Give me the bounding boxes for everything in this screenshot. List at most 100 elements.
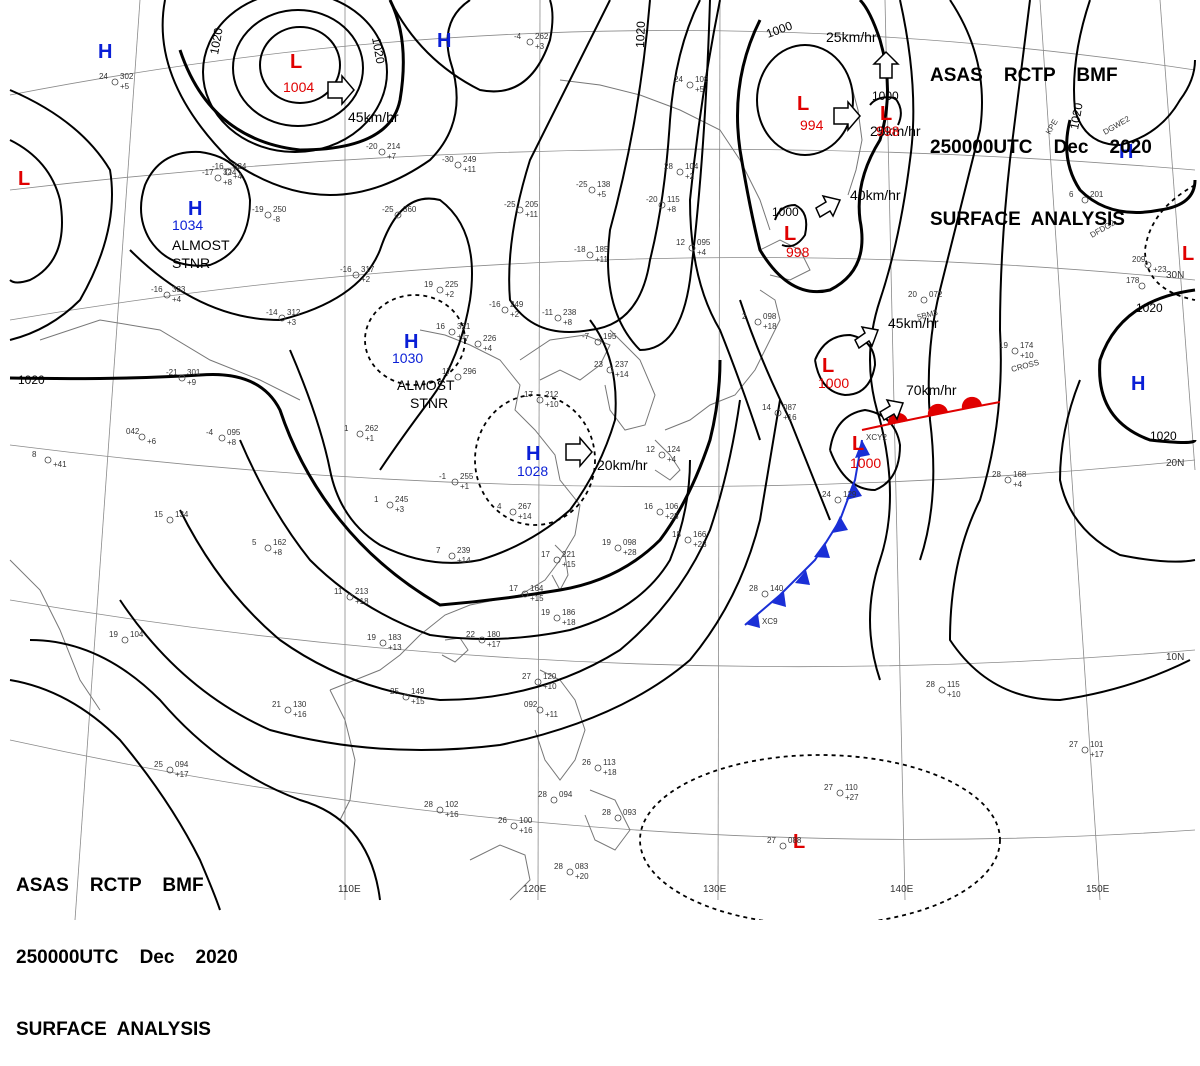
- cold-front-barb-7: [745, 614, 760, 628]
- station-tendency: +4: [233, 172, 243, 181]
- station-tendency: +18: [355, 597, 369, 606]
- station-circle: [938, 686, 946, 694]
- station-circle: [656, 508, 664, 516]
- arrow-l1000b: [879, 398, 905, 422]
- station-pressure: 239: [457, 546, 471, 555]
- isobar-l1004-3: [202, 0, 388, 153]
- header-top-line3: SURFACE ANALYSIS: [930, 209, 1125, 230]
- station-pressure: 101: [1090, 740, 1104, 749]
- high-centers: H H H 1034 H 1030 H 1028 H H: [98, 30, 1145, 479]
- station-plot: -7 195: [582, 332, 617, 346]
- isobar-label-5: 1000: [772, 205, 799, 219]
- dashed-h1030: [364, 294, 466, 386]
- almost-stnr-1-line1: ALMOST: [172, 237, 230, 253]
- header-bottom-line1: ASAS RCTP BMF: [16, 875, 204, 896]
- station-pressure: 296: [463, 367, 477, 376]
- station-plot: 15 134: [154, 510, 189, 524]
- station-circle: [834, 496, 842, 504]
- longitude-labels: 110E 120E 130E 140E 150E: [338, 884, 1110, 895]
- cold-front: [744, 439, 870, 628]
- station-plot: 19 225+2: [424, 280, 459, 299]
- station-temp: 17: [509, 584, 518, 593]
- station-temp: 042: [126, 427, 140, 436]
- high-center-1028: H: [526, 443, 540, 465]
- station-circle: [1004, 476, 1012, 484]
- station-tendency: +8: [667, 205, 677, 214]
- meridian-100e: [74, 0, 141, 920]
- station-temp: 20: [908, 290, 917, 299]
- isobar-labels: 1020 1020 1020 1000 1000 1000 1020 1020 …: [18, 18, 1177, 443]
- station-temp: 28: [538, 790, 547, 799]
- station-circle: [166, 766, 174, 774]
- station-plot: 17 212+10: [524, 390, 559, 409]
- station-circle: [214, 174, 222, 182]
- arrow-h1028: [565, 435, 593, 469]
- coast-bohai: [519, 334, 611, 381]
- low-center-south: L: [793, 831, 805, 853]
- station-circle: [510, 822, 518, 830]
- station-pressure: 166: [693, 530, 707, 539]
- station-temp: -16: [340, 265, 352, 274]
- arrow-l994: [833, 99, 861, 133]
- station-temp: -25: [504, 200, 516, 209]
- station-plot: -19 250-8: [252, 205, 287, 224]
- station-circle: [554, 314, 562, 322]
- station-plot: -16 317+2: [340, 265, 375, 284]
- station-temp: 21: [272, 700, 281, 709]
- isobar-east-6: [1065, 119, 1197, 214]
- arrow-l1004: [327, 73, 355, 107]
- lat-label-20n: 20N: [1166, 458, 1184, 469]
- station-plot: -25 360: [382, 205, 417, 219]
- station-pressure: 134: [175, 510, 189, 519]
- isobar-east-9: [1058, 379, 1196, 563]
- high-center-1034-value: 1034: [172, 217, 203, 233]
- station-tendency: +5: [597, 190, 607, 199]
- station-circle: [566, 868, 574, 876]
- station-circle: [594, 338, 602, 346]
- isobar-central-2: [239, 439, 691, 640]
- station-pressure: 221: [562, 550, 576, 559]
- station-temp: 24: [99, 72, 108, 81]
- station-circle: [121, 636, 129, 644]
- isobar-south-3: [29, 639, 381, 901]
- station-plot: 17 164+15: [509, 584, 544, 603]
- warm-front: [861, 396, 1001, 431]
- station-plot: 27 110+27: [824, 783, 859, 802]
- station-pressure: 174: [1020, 341, 1034, 350]
- cold-front-line: [744, 439, 863, 626]
- station-temp: 28: [424, 800, 433, 809]
- station-temp: 23: [594, 360, 603, 369]
- cold-front-barb-4: [814, 542, 830, 558]
- station-temp: 16: [644, 502, 653, 511]
- warm-front-bump-1: [887, 412, 908, 425]
- station-tendency: +1: [457, 332, 467, 341]
- station-plot: -14 312+3: [266, 308, 301, 327]
- station-plot: -4 095+8: [206, 428, 241, 447]
- lon-label-110e: 110E: [338, 884, 361, 895]
- station-temp: -1: [439, 472, 447, 481]
- station-tendency: +8: [563, 318, 573, 327]
- station-plot: 18 166+23: [672, 530, 707, 549]
- low-center-1000b: L: [852, 433, 864, 455]
- station-circle: [356, 430, 364, 438]
- station-plot: 178: [1126, 276, 1146, 290]
- station-plot: 2 098+18: [742, 312, 777, 331]
- station-plot: -25 205+11: [504, 200, 539, 219]
- isobar-south-1: [179, 399, 741, 702]
- isobars: [9, 0, 1197, 911]
- station-tendency: +2: [445, 290, 455, 299]
- station-circle: [224, 168, 232, 176]
- coast-vietnam: [329, 689, 356, 821]
- station-circle: [163, 291, 171, 299]
- station-tendency: +1: [460, 482, 470, 491]
- coast-luzon: [534, 669, 586, 781]
- station-plot: -20 214+7: [366, 142, 401, 161]
- station-temp: 28: [992, 470, 1001, 479]
- station-plot: 22 180+17: [466, 630, 501, 649]
- low-center-1000a: L: [822, 355, 834, 377]
- isobar-label-1: 1020: [207, 26, 225, 55]
- station-temp: 5: [252, 538, 257, 547]
- station-circle: [920, 296, 928, 304]
- isobar-l998-ring: [774, 203, 808, 248]
- station-circle: [658, 451, 666, 459]
